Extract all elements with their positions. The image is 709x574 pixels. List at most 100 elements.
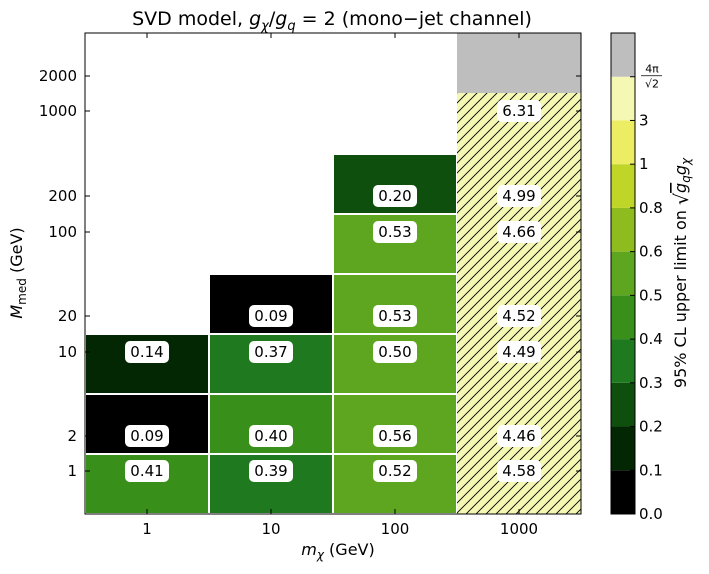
cell-label-text: 4.58 <box>502 462 535 480</box>
x-tick-label: 100 <box>381 520 410 538</box>
x-axis-label: mχ (GeV) <box>301 540 374 562</box>
cell-value-label: 0.50 <box>373 341 417 363</box>
cell-value-label: 4.58 <box>497 460 541 482</box>
cell-label-text: 0.50 <box>378 343 411 361</box>
cell-label-box <box>249 425 293 447</box>
cell-value-label: 0.56 <box>373 425 417 447</box>
cell-label-text: 4.52 <box>502 307 535 325</box>
x-tick-label: 1 <box>142 520 152 538</box>
cell-label-box <box>497 460 541 482</box>
plot-area: 0.41 0.09 0.14 0.39 0.40 0.37 0.09 0.52 0.56 0.50… <box>39 32 582 538</box>
colorbar-frame <box>610 32 636 515</box>
colorbar-tick-label: 3 <box>639 111 649 129</box>
cell-label-box <box>373 221 417 243</box>
cell-label-text: 4.99 <box>502 187 535 205</box>
y-axis-label: Mmed (GeV) <box>7 227 29 318</box>
colorbar-tick-label: 0.0 <box>639 505 663 523</box>
plot-frame <box>84 32 582 515</box>
cell-label-text: 0.41 <box>130 462 163 480</box>
cell-label-box <box>373 341 417 363</box>
chart-title: SVD model, gχ/gq = 2 (mono−jet channel) <box>132 8 532 34</box>
colorbar-segment <box>611 382 635 427</box>
cell-value-label: 0.37 <box>249 341 293 363</box>
colorbar-tick-label: 1 <box>639 155 649 173</box>
cell-value-label: 0.14 <box>125 341 169 363</box>
special-label-numerator: 4π <box>645 63 659 76</box>
cell-value-label: 0.09 <box>249 305 293 327</box>
cell-label-text: 0.39 <box>254 462 287 480</box>
colorbar-tick-label: 0.8 <box>639 199 663 217</box>
colorbar-segment <box>611 426 635 471</box>
cell-label-box <box>497 185 541 207</box>
colorbar-segment <box>611 164 635 208</box>
cell-label-box <box>249 341 293 363</box>
cell-label-box <box>249 305 293 327</box>
cell-value-label: 4.46 <box>497 425 541 447</box>
cell-value-label: 4.66 <box>497 221 541 243</box>
y-tick-label: 100 <box>48 223 77 241</box>
colorbar-segment <box>611 76 635 121</box>
cell-label-box <box>497 341 541 363</box>
colorbar-segment <box>611 295 635 340</box>
cell-label-box <box>373 460 417 482</box>
cell-label-box <box>125 460 169 482</box>
cell-value-label: 0.53 <box>373 221 417 243</box>
cell-label-box <box>497 305 541 327</box>
cell-label-box <box>373 305 417 327</box>
cell-label-text: 0.40 <box>254 427 287 445</box>
y-tick-label: 2 <box>67 427 77 445</box>
cell-label-box <box>497 100 541 122</box>
cell-value-label: 0.40 <box>249 425 293 447</box>
cell-label-text: 4.49 <box>502 343 535 361</box>
y-tick-label: 2000 <box>39 67 77 85</box>
colorbar-segment <box>611 470 635 514</box>
cell-label-text: 0.14 <box>130 343 163 361</box>
colorbar-tick-label: 0.6 <box>639 243 663 261</box>
cell-value-label: 6.31 <box>497 100 541 122</box>
cell-label-text: 0.56 <box>378 427 411 445</box>
cell-value-label: 0.41 <box>125 460 169 482</box>
colorbar-tick-label: 0.5 <box>639 286 663 304</box>
cell-label-box <box>249 460 293 482</box>
cell-value-label: 0.20 <box>373 185 417 207</box>
x-tick-label: 1000 <box>500 520 538 538</box>
colorbar-label: 95% CL upper limit on √gqgχ <box>671 157 693 388</box>
cell-label-box <box>497 221 541 243</box>
cell-label-text: 0.53 <box>378 307 411 325</box>
cell-label-box <box>373 185 417 207</box>
colorbar-tick-label: 0.1 <box>639 461 663 479</box>
cell-label-text: 0.20 <box>378 187 411 205</box>
cell-label-text: 0.53 <box>378 223 411 241</box>
cell-value-label: 4.49 <box>497 341 541 363</box>
cell-label-box <box>125 341 169 363</box>
cell-label-text: 4.66 <box>502 223 535 241</box>
colorbar-special-label: 4π√2 <box>641 63 662 91</box>
colorbar-segment <box>611 251 635 296</box>
y-tick-label: 200 <box>48 187 77 205</box>
y-tick-label: 10 <box>58 343 77 361</box>
y-tick-label: 20 <box>58 307 77 325</box>
cell-label-text: 6.31 <box>502 102 535 120</box>
colorbar-tick-label: 0.2 <box>639 418 663 436</box>
cell-label-box <box>125 425 169 447</box>
x-tick-label: 10 <box>261 520 280 538</box>
colorbar-segment <box>611 207 635 252</box>
cell-label-text: 4.46 <box>502 427 535 445</box>
cell-label-text: 0.52 <box>378 462 411 480</box>
y-tick-label: 1000 <box>39 102 77 120</box>
colorbar-segment <box>611 339 635 383</box>
cell-label-text: 0.09 <box>130 427 163 445</box>
cell-value-label: 4.99 <box>497 185 541 207</box>
cell-value-label: 4.52 <box>497 305 541 327</box>
colorbar-tick-label: 0.3 <box>639 374 663 392</box>
colorbar-segment <box>611 120 635 165</box>
cell-label-box <box>373 425 417 447</box>
cell-label-box <box>497 425 541 447</box>
cell-value-label: 0.52 <box>373 460 417 482</box>
y-tick-label: 1 <box>67 462 77 480</box>
cell-label-text: 0.09 <box>254 307 287 325</box>
special-label-denominator: √2 <box>645 78 659 91</box>
heatmap-cell <box>457 33 581 93</box>
